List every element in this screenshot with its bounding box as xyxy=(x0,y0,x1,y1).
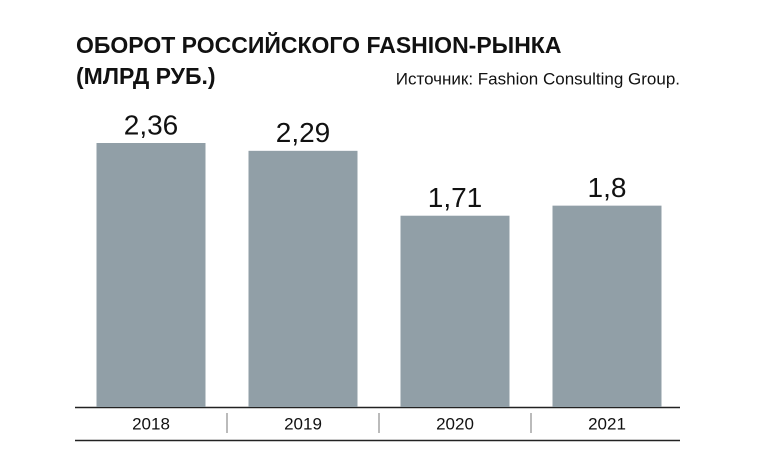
chart-title: (МЛРД РУБ.) xyxy=(76,63,216,89)
x-tick-label: 2018 xyxy=(132,414,170,433)
bar xyxy=(96,143,206,407)
value-label: 2,29 xyxy=(276,117,331,148)
bar xyxy=(552,205,662,407)
chart-title: ОБОРОТ РОССИЙСКОГО FASHION-РЫНКА xyxy=(76,31,561,58)
x-tick-label: 2021 xyxy=(588,414,626,433)
bar xyxy=(248,150,358,407)
value-label: 1,8 xyxy=(588,172,627,203)
x-tick-label: 2020 xyxy=(436,414,474,433)
value-label: 1,71 xyxy=(428,182,483,213)
bar xyxy=(400,215,510,407)
source: Источник: Fashion Consulting Group. xyxy=(396,69,680,88)
x-tick-label: 2019 xyxy=(284,414,322,433)
value-label: 2,36 xyxy=(124,109,179,140)
